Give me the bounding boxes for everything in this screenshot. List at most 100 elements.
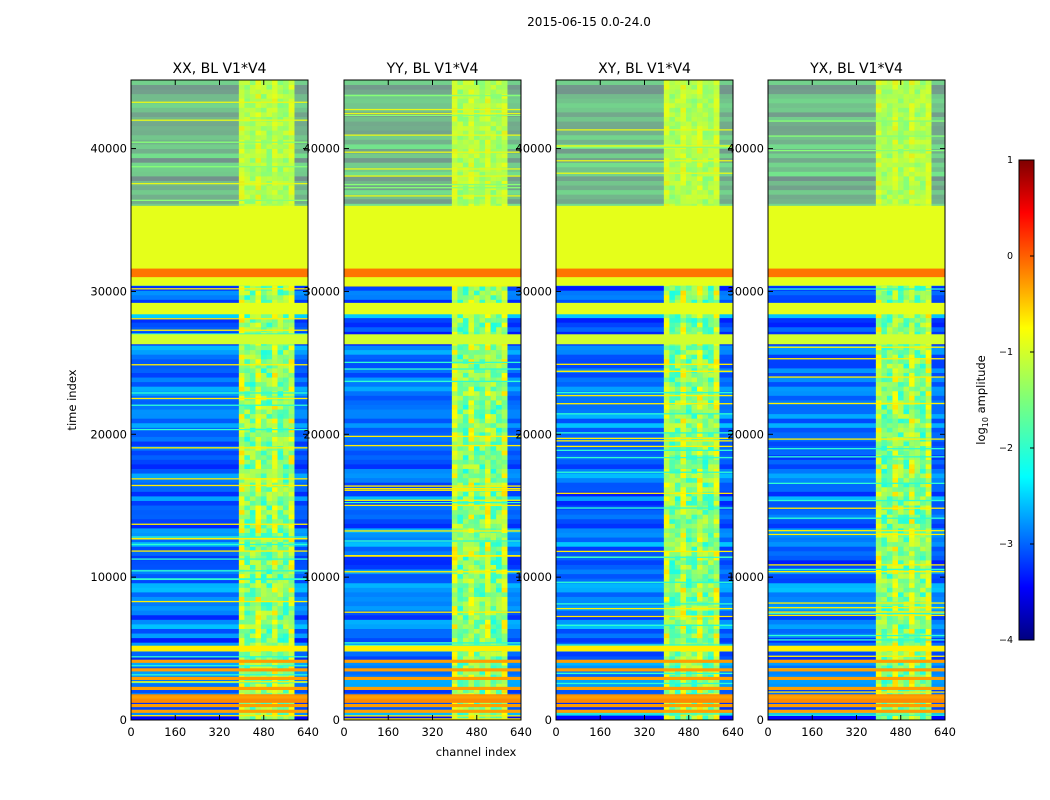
rfi-band-cell	[457, 491, 464, 497]
rfi-band-cell	[260, 322, 267, 328]
rfi-band-cell	[708, 564, 714, 570]
rfi-band-cell	[501, 436, 508, 442]
rfi-band-cell	[680, 395, 687, 401]
rfi-band-cell	[457, 601, 464, 607]
rfi-band-cell	[490, 628, 497, 634]
rfi-band-cell	[266, 409, 273, 415]
heatmap-row	[344, 317, 521, 323]
flag-line	[556, 713, 733, 715]
rfi-band-cell	[249, 450, 256, 456]
rfi-band-cell	[691, 473, 698, 479]
rfi-band-cell	[501, 550, 508, 556]
rfi-band-cell	[708, 358, 714, 364]
flag-line	[344, 709, 521, 713]
rfi-band-cell	[238, 532, 245, 538]
rfi-band-cell	[496, 436, 502, 442]
rfi-band-cell	[260, 368, 267, 373]
rfi-band-cell	[473, 628, 480, 634]
rfi-band-cell	[663, 706, 670, 712]
flag-line	[131, 709, 308, 713]
rfi-band-cell	[697, 477, 703, 483]
rfi-band-cell	[685, 354, 692, 360]
rfi-band-cell	[238, 674, 245, 680]
heatmap-row	[131, 656, 308, 661]
rfi-band-cell	[485, 486, 491, 492]
rfi-band-cell	[468, 294, 475, 300]
rfi-band-cell	[479, 368, 486, 373]
rfi-band-cell	[277, 596, 284, 602]
heatmap-row	[768, 409, 945, 415]
rfi-band-cell	[457, 683, 464, 689]
rfi-band-cell	[479, 669, 486, 675]
rfi-band-cell	[708, 560, 714, 565]
rfi-band-cell	[669, 656, 676, 661]
rfi-band-cell	[288, 546, 295, 552]
rfi-band-cell	[713, 651, 720, 657]
heatmap-row	[556, 409, 733, 415]
rfi-band-cell	[283, 468, 289, 474]
rfi-band-cell	[669, 541, 676, 547]
rfi-band-cell	[680, 587, 687, 593]
rfi-band-cell	[283, 290, 289, 296]
rfi-band-cell	[260, 674, 267, 680]
rfi-band-cell	[238, 550, 245, 556]
heatmap-row	[556, 582, 733, 588]
rfi-band-cell	[501, 592, 508, 597]
rfi-band-cell	[697, 587, 703, 593]
rfi-band-cell	[451, 400, 458, 405]
rfi-band-cell	[468, 656, 475, 661]
flag-line	[556, 492, 733, 494]
heatmap-row	[131, 605, 308, 611]
rfi-band-cell	[490, 532, 497, 538]
rfi-band-cell	[255, 619, 262, 625]
heatmap-row	[344, 349, 521, 355]
heatmap-row	[344, 582, 521, 588]
rfi-band-cell	[255, 546, 262, 552]
rfi-band-cell	[697, 496, 703, 501]
rfi-band-cell	[468, 555, 475, 561]
heatmap-row	[556, 294, 733, 300]
rfi-band-cell	[255, 688, 262, 693]
rfi-band-cell	[473, 358, 480, 364]
rfi-band-cell	[272, 381, 278, 387]
rfi-band-cell	[249, 592, 256, 597]
rfi-band-cell	[468, 436, 475, 442]
rfi-band-cell	[249, 523, 256, 529]
rfi-band-cell	[283, 363, 289, 369]
rfi-band-cell	[691, 564, 698, 570]
rfi-band-cell	[490, 555, 497, 561]
rfi-band-cell	[468, 518, 475, 524]
rfi-band-cell	[272, 637, 278, 643]
rfi-band-cell	[244, 614, 251, 620]
rfi-band-cell	[451, 322, 458, 328]
heatmap-row	[556, 546, 733, 552]
heatmap-row	[768, 322, 945, 328]
rfi-band-cell	[669, 445, 676, 451]
rfi-band-cell	[685, 464, 692, 469]
rfi-band-cell	[255, 660, 262, 666]
flag-line	[556, 449, 733, 451]
rfi-band-cell	[244, 674, 251, 680]
heatmap-row	[131, 592, 308, 597]
rfi-band-cell	[713, 381, 720, 387]
rfi-band-cell	[260, 436, 267, 442]
rfi-band-cell	[485, 322, 491, 328]
rfi-band-cell	[496, 368, 502, 373]
rfi-band-cell	[669, 313, 676, 319]
heatmap-row	[131, 413, 308, 419]
rfi-band-cell	[685, 331, 692, 337]
rfi-band-cell	[473, 477, 480, 483]
heatmap-row	[344, 326, 521, 332]
rfi-band-cell	[501, 454, 508, 460]
rfi-band-cell	[685, 546, 692, 552]
flag-line	[556, 471, 733, 473]
rfi-band-cell	[680, 569, 687, 575]
heatmap-row	[131, 404, 308, 410]
rfi-band-cell	[708, 432, 714, 437]
rfi-band-cell	[288, 400, 295, 405]
rfi-band-cell	[680, 418, 687, 424]
rfi-band-cell	[680, 459, 687, 465]
rfi-band-cell	[238, 345, 245, 351]
rfi-band-cell	[266, 486, 273, 492]
rfi-band-cell	[457, 523, 464, 529]
